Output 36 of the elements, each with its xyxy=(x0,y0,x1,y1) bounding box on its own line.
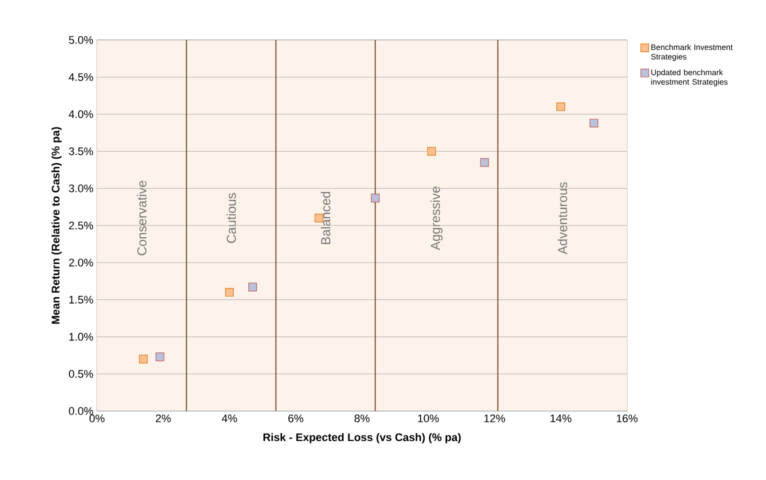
y-tick-label: 3.0% xyxy=(68,184,94,192)
band-label: Cautious xyxy=(226,192,236,243)
x-tick-label: 12% xyxy=(484,414,506,422)
y-tick-label: 0.0% xyxy=(68,407,94,415)
point xyxy=(156,352,164,362)
y-tick-label: 2.5% xyxy=(69,222,94,230)
x-tick-label: 4% xyxy=(222,414,238,422)
x-axis-title: Risk - Expected Loss (vs Cash) (% pa) xyxy=(263,433,461,444)
x-tick-label: 14% xyxy=(550,414,572,422)
x-tick-label: 10% xyxy=(418,414,439,422)
band-label: Adventurous xyxy=(558,182,568,254)
y-tick-label: 1.5% xyxy=(69,296,94,304)
point xyxy=(370,194,380,202)
point xyxy=(139,354,148,364)
y-tick-label: 4.0% xyxy=(68,110,94,118)
x-tick-label: 6% xyxy=(288,414,304,422)
x-tick-label: 0% xyxy=(90,414,105,422)
y-tick-label: 3.5% xyxy=(68,147,94,156)
point xyxy=(427,147,436,156)
band-label: Aggressive xyxy=(430,186,443,250)
band-label: Balanced xyxy=(320,192,330,244)
x-tick-label: 16% xyxy=(616,414,638,422)
y-tick-label: 4.5% xyxy=(68,73,94,81)
y-tick-label: 5.0% xyxy=(68,36,94,44)
point xyxy=(590,118,598,128)
y-tick-label: 2.0% xyxy=(69,258,94,266)
y-axis-title: Mean Return (Relative to Cash) (% pa) xyxy=(51,127,62,324)
point xyxy=(556,102,566,112)
x-tick-label: 2% xyxy=(156,414,171,422)
band-label: Conservative xyxy=(136,180,146,256)
y-tick-label: 0.5% xyxy=(68,370,94,378)
point xyxy=(480,158,489,167)
x-tick-label: 8% xyxy=(354,414,370,422)
point xyxy=(248,282,257,292)
y-tick-label: 1.0% xyxy=(69,332,94,341)
point xyxy=(225,288,234,297)
